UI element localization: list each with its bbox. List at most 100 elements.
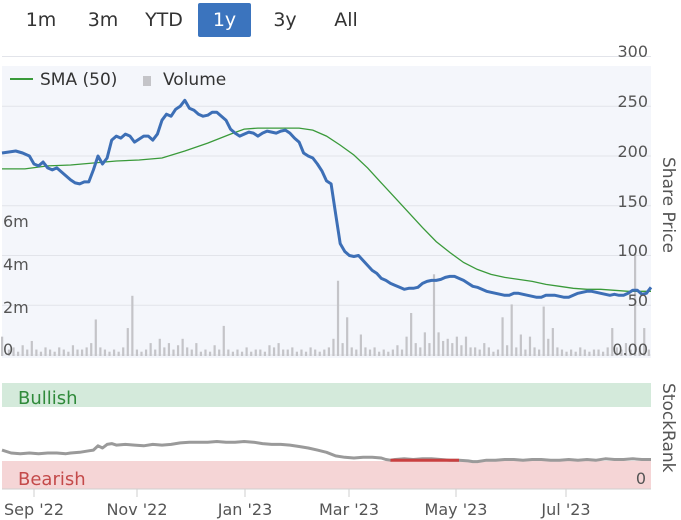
- tab-ytd[interactable]: YTD: [145, 9, 183, 31]
- volume-bar: [122, 347, 125, 356]
- volume-bar: [76, 349, 79, 356]
- volume-bar: [254, 349, 257, 356]
- volume-bar: [519, 334, 522, 356]
- volume-bar: [218, 349, 221, 356]
- stockrank-axis-title: StockRank: [658, 383, 678, 473]
- volume-bar: [12, 347, 15, 356]
- volume-bar: [204, 349, 207, 356]
- volume-bar: [414, 343, 417, 356]
- volume-bar: [268, 345, 271, 356]
- volume-bar: [506, 345, 509, 356]
- volume-bar: [30, 340, 33, 356]
- tab-1y[interactable]: 1y: [198, 3, 251, 37]
- volume-bar: [236, 349, 239, 356]
- volume-bar: [300, 349, 303, 356]
- volume-bar: [222, 325, 225, 356]
- volume-bar: [437, 332, 440, 356]
- volume-bar: [469, 347, 472, 356]
- stockrank-tick: 0: [636, 469, 646, 488]
- volume-bar: [579, 347, 582, 356]
- x-tick-label: May '23: [425, 500, 488, 519]
- volume-bar: [615, 347, 618, 356]
- volume-bar: [496, 349, 500, 356]
- volume-bar: [167, 343, 171, 356]
- volume-bar: [103, 349, 107, 356]
- price-tick: 150: [617, 192, 648, 211]
- tab-3m[interactable]: 3m: [87, 9, 119, 31]
- volume-bar: [560, 349, 564, 356]
- volume-bar: [460, 345, 463, 356]
- volume-bar: [396, 345, 399, 356]
- legend: SMA (50) Volume: [10, 70, 226, 90]
- volume-bar: [483, 343, 486, 356]
- volume-bar: [135, 349, 139, 356]
- volume-bar: [259, 349, 262, 356]
- volume-bar: [428, 343, 431, 356]
- volume-bar: [71, 345, 75, 356]
- volume-bar: [556, 347, 559, 356]
- volume-bar: [455, 336, 458, 356]
- volume-bar: [474, 347, 477, 356]
- volume-bar: [131, 295, 134, 356]
- volume-bar: [355, 349, 358, 356]
- volume-bar: [368, 349, 372, 356]
- volume-bar: [48, 349, 52, 356]
- volume-bar: [624, 343, 628, 356]
- tab-1m[interactable]: 1m: [25, 9, 57, 31]
- volume-bar: [227, 349, 230, 356]
- volume-bar: [263, 351, 266, 356]
- volume-bar: [144, 349, 148, 356]
- volume-bar: [140, 351, 143, 356]
- volume-bar: [85, 347, 88, 356]
- volume-bar: [524, 349, 527, 356]
- volume-bar: [378, 351, 381, 356]
- price-tick: 200: [617, 142, 648, 161]
- volume-bar: [80, 349, 84, 356]
- volume-bar: [154, 349, 157, 356]
- volume-bar: [629, 349, 632, 356]
- volume-bar: [16, 351, 20, 356]
- volume-bar: [213, 345, 216, 356]
- volume-axis-ticks: 6m 4m 2m 0: [3, 212, 29, 359]
- volume-bar: [62, 349, 65, 356]
- volume-bar: [400, 349, 404, 356]
- volume-bar: [327, 347, 330, 356]
- volume-bar: [186, 347, 189, 356]
- tab-3y[interactable]: 3y: [273, 9, 297, 31]
- price-tick: 100: [617, 241, 648, 260]
- volume-bar: [208, 351, 212, 356]
- volume-bar: [176, 345, 180, 356]
- price-axis-title: Share Price: [658, 157, 678, 253]
- volume-bar: [108, 351, 111, 356]
- tab-all[interactable]: All: [334, 9, 358, 31]
- price-tick: 300: [617, 42, 648, 61]
- volume-bar: [190, 349, 193, 356]
- x-tick-label: Sep '22: [4, 500, 64, 519]
- volume-bar: [44, 347, 47, 356]
- volume-bar: [58, 347, 61, 356]
- volume-tick: 4m: [3, 255, 29, 274]
- price-line: [1, 98, 653, 299]
- volume-bar: [295, 351, 298, 356]
- volume-bar: [583, 349, 586, 356]
- range-tab-bar: 1m 3m YTD 1y 3y All: [0, 0, 681, 40]
- volume-bar: [172, 349, 175, 356]
- volume-bar: [250, 351, 253, 356]
- volume-bar: [277, 343, 280, 356]
- volume-bar: [35, 349, 38, 356]
- volume-bar: [606, 347, 609, 356]
- plot-top-strip: [2, 40, 651, 66]
- x-tick-label: Jan '23: [217, 500, 273, 519]
- volume-bar: [501, 317, 504, 356]
- volume-bar: [588, 351, 591, 356]
- volume-bar: [1, 336, 4, 356]
- volume-bar: [478, 349, 481, 356]
- volume-tick: 2m: [3, 298, 29, 317]
- volume-tick: 0: [3, 340, 13, 359]
- volume-bar: [533, 347, 536, 356]
- volume-bar: [515, 347, 518, 356]
- volume-bars: [1, 252, 650, 356]
- volume-bar: [602, 351, 605, 356]
- volume-bar: [551, 328, 554, 356]
- x-tick-label: Jul '23: [540, 500, 590, 519]
